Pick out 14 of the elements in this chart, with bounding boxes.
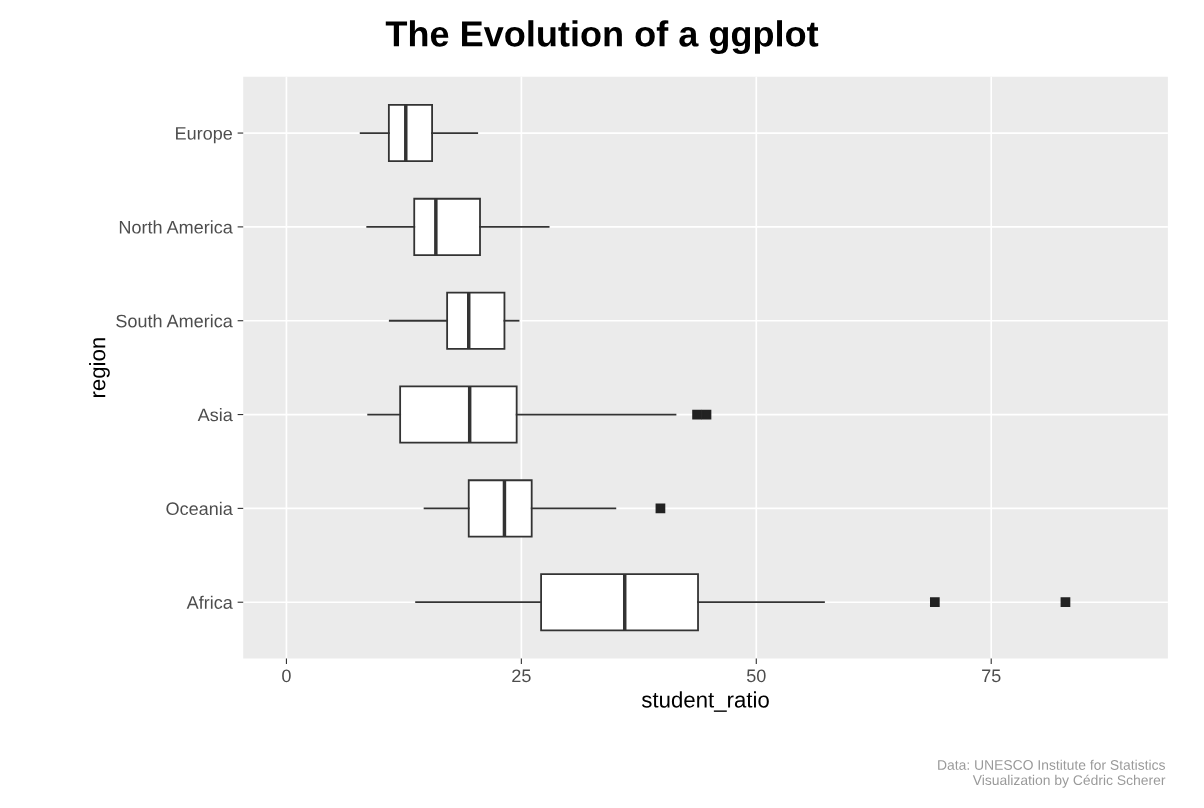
- y-tick-label: South America: [116, 314, 233, 328]
- y-axis-title: region: [89, 338, 110, 398]
- y-tick-label: Africa: [186, 595, 233, 609]
- x-axis-title: student_ratio: [641, 691, 769, 712]
- text: Data: UNESCO Institute for Statistics Visualization by Cédric Scherer: [938, 759, 1166, 788]
- x-tick-label: 0: [282, 669, 291, 683]
- x-tick-label: 75: [982, 669, 1001, 683]
- x-tick-label: 50: [746, 669, 766, 683]
- y-tick-label: Oceania: [166, 501, 233, 516]
- y-tick-label: North America: [119, 220, 233, 234]
- y-tick-label: Europe: [176, 127, 232, 144]
- y-tick-label: Asia: [197, 408, 233, 422]
- x-tick-label: 25: [512, 669, 531, 683]
- chart-title: The Evolution of a ggplot: [385, 20, 819, 55]
